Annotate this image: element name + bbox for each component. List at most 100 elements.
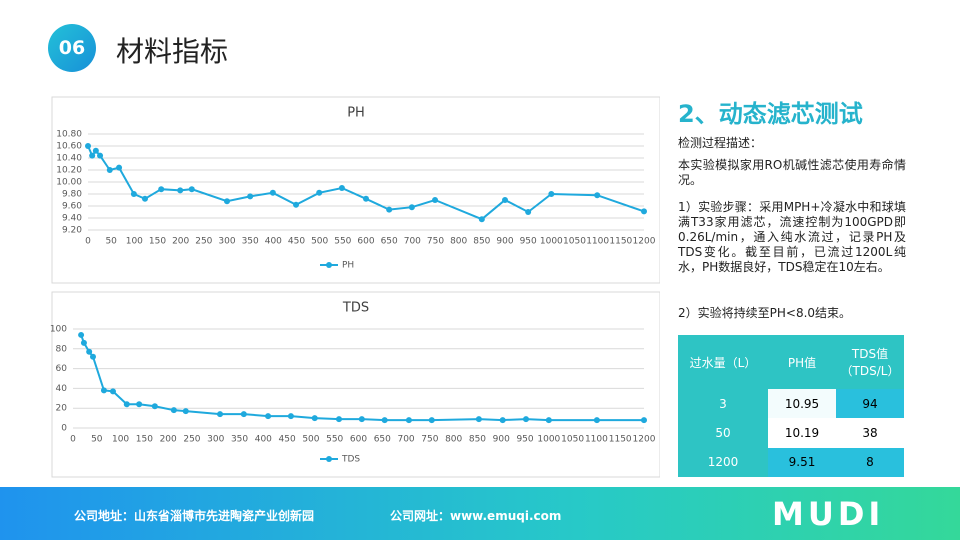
x-tick-label: 300	[218, 237, 235, 247]
point	[130, 191, 137, 197]
charts: PH 9.20 9.40 9.60 9.80 10.00 10.20 10.40 10.60 10…	[50, 96, 660, 478]
y-tick-label: 100	[50, 325, 67, 335]
x-tick-label: 950	[520, 237, 537, 247]
x-tick-label: 1200	[633, 435, 656, 445]
cell: 10.95	[768, 389, 836, 419]
x-tick-label: 1000	[540, 237, 563, 247]
point	[428, 417, 435, 424]
point	[548, 191, 555, 197]
point	[136, 401, 143, 408]
y-tick-label: 10.20	[56, 166, 82, 176]
cell: 50	[678, 418, 768, 448]
point	[641, 417, 647, 424]
y-tick-label: 0	[61, 424, 67, 434]
x-tick-label: 800	[450, 237, 467, 247]
point	[335, 416, 342, 423]
point	[593, 417, 600, 424]
y-tick-label: 9.80	[62, 190, 82, 200]
point	[269, 189, 276, 196]
point	[594, 192, 601, 199]
point	[240, 411, 247, 418]
x-tick-label: 1100	[586, 237, 609, 247]
x-tick-label: 250	[183, 435, 200, 445]
point	[177, 187, 184, 194]
x-tick-label: 50	[105, 237, 117, 247]
point	[293, 201, 300, 208]
slide-title: 材料指标	[116, 35, 229, 68]
point	[97, 152, 104, 159]
row: 1200 9.51 8	[678, 447, 904, 477]
x-tick-label: 500	[302, 435, 319, 445]
point	[502, 197, 508, 203]
point	[311, 415, 318, 422]
x-tick-label: 200	[172, 237, 189, 247]
y-tick-label: 10.40	[56, 154, 82, 164]
point	[86, 348, 93, 355]
y-tick-label: 10.60	[56, 142, 82, 152]
point	[358, 416, 365, 423]
x-tick-label: 900	[496, 237, 513, 247]
heading: 2、动态滤芯测试	[678, 100, 863, 128]
cell: 9.51	[768, 447, 836, 477]
point	[170, 407, 177, 414]
footer: 公司地址：山东省淄博市先进陶瓷产业创新园 公司网址：www.emuqi.com …	[0, 487, 960, 540]
x-tick-label: 50	[91, 435, 103, 445]
cell: 94	[836, 389, 904, 419]
y-tick-label: 60	[56, 364, 68, 374]
chart-title: PH	[347, 106, 365, 121]
x-tick-label: 850	[469, 435, 486, 445]
y-tick-label: 20	[56, 404, 68, 414]
x-tick-label: 350	[242, 237, 259, 247]
point	[89, 152, 96, 159]
x-tick-label: 450	[279, 435, 296, 445]
point	[92, 147, 99, 154]
x-tick-label: 600	[350, 435, 367, 445]
point	[158, 186, 165, 193]
point	[475, 416, 482, 423]
point	[80, 339, 87, 346]
point	[100, 387, 107, 394]
point	[141, 195, 148, 202]
x-tick-label: 750	[427, 237, 444, 247]
cell: 1200	[678, 447, 768, 477]
x-tick-label: 250	[195, 237, 212, 247]
point	[386, 206, 393, 213]
x-tick-label: 0	[85, 237, 91, 247]
point	[224, 198, 230, 205]
point	[85, 143, 91, 149]
legend-marker	[326, 262, 332, 268]
point	[123, 401, 130, 408]
point	[499, 417, 506, 424]
x-tick-label: 150	[136, 435, 153, 445]
y-tick-label: 9.40	[62, 214, 82, 224]
x-tick-label: 650	[374, 435, 391, 445]
header-cell: 过水量（L）	[678, 335, 768, 389]
x-tick-label: 350	[231, 435, 248, 445]
paragraph: 本实验模拟家用RO机碱性滤芯使用寿命情况。	[678, 158, 906, 187]
x-tick-label: 650	[381, 237, 398, 247]
x-tick-label: 700	[404, 237, 421, 247]
x-tick-label: 1200	[633, 237, 656, 247]
x-tick-label: 1150	[609, 435, 632, 445]
x-tick-label: 400	[255, 435, 272, 445]
website: 公司网址：www.emuqi.com	[390, 509, 562, 523]
x-tick-label: 550	[334, 237, 351, 247]
y-tick-label: 9.20	[62, 226, 82, 236]
x-tick-label: 400	[265, 237, 282, 247]
legend-label: TDS	[341, 455, 360, 465]
cell: 38	[862, 425, 878, 440]
x-tick-label: 850	[473, 237, 490, 247]
x-tick-label: 900	[493, 435, 510, 445]
x-tick-label: 700	[397, 435, 414, 445]
y-tick-label: 40	[56, 384, 68, 394]
point	[182, 408, 189, 415]
header-cell: TDS值（TDS/L）	[836, 335, 904, 389]
row: 50 10.19 38	[678, 418, 904, 448]
chart-frame	[51, 291, 660, 478]
point	[151, 403, 158, 410]
point	[432, 197, 439, 203]
point	[405, 417, 412, 424]
cell: 10.19	[784, 425, 820, 440]
point	[188, 186, 195, 193]
x-tick-label: 750	[421, 435, 438, 445]
